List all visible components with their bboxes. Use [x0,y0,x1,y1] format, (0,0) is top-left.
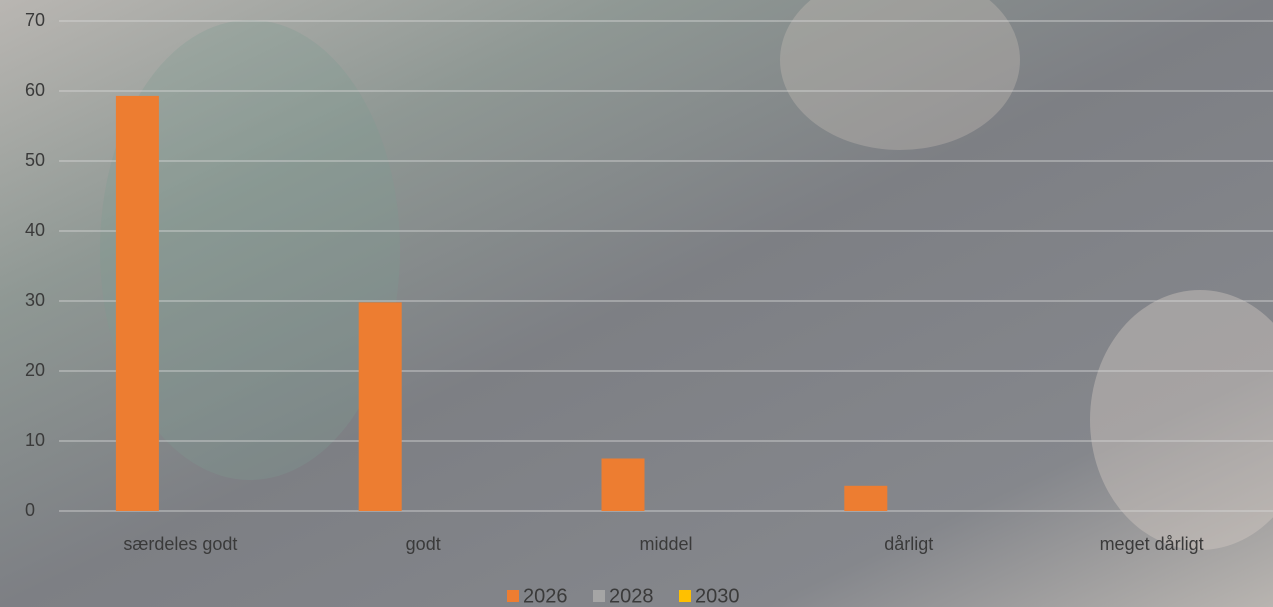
x-tick-label: særdeles godt [123,534,237,554]
photo-shape [100,20,400,480]
y-tick-label: 30 [25,290,45,310]
y-tick-label: 0 [25,500,35,520]
legend-swatch [507,590,519,602]
y-tick-label: 10 [25,430,45,450]
photo-shape [1090,290,1273,550]
legend-label: 2026 [523,585,568,607]
y-tick-label: 40 [25,220,45,240]
legend-label: 2030 [695,585,740,607]
bar [358,302,402,511]
x-tick-label: dårligt [884,534,933,554]
x-tick-label: middel [639,534,692,554]
x-tick-label: godt [406,534,441,554]
legend-label: 2028 [609,585,654,607]
y-tick-label: 20 [25,360,45,380]
photo-shape [780,0,1020,150]
y-tick-label: 60 [25,80,45,100]
bar [844,485,888,511]
y-tick-label: 70 [25,10,45,30]
legend-swatch [679,590,691,602]
legend-swatch [593,590,605,602]
x-tick-label: meget dårligt [1100,534,1204,554]
bar [115,95,159,512]
y-tick-label: 50 [25,150,45,170]
bar [601,458,645,511]
